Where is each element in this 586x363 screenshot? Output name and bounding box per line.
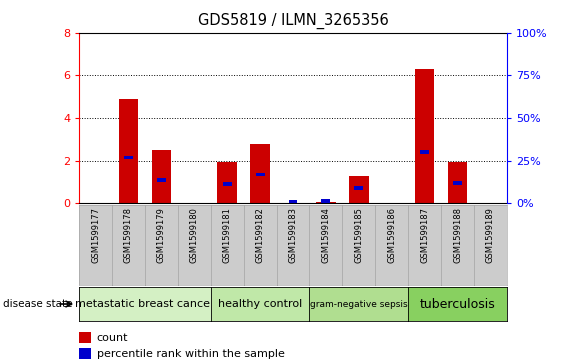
Text: GSM1599183: GSM1599183 (288, 208, 298, 264)
Bar (453, 181, 462, 185)
Text: metastatic breast cancer: metastatic breast cancer (75, 299, 214, 309)
Bar (157, 178, 166, 182)
Text: GSM1599182: GSM1599182 (255, 208, 265, 264)
Bar (79, 348, 91, 359)
Text: GSM1599180: GSM1599180 (190, 208, 199, 264)
Bar (152, 150, 171, 203)
Bar (217, 162, 237, 203)
Text: GSM1599186: GSM1599186 (387, 208, 396, 264)
Text: gram-negative sepsis: gram-negative sepsis (310, 299, 408, 309)
Bar (79, 332, 91, 343)
Text: GSM1599189: GSM1599189 (486, 208, 495, 264)
Text: GDS5819 / ILMN_3265356: GDS5819 / ILMN_3265356 (197, 13, 389, 29)
Text: count: count (97, 333, 128, 343)
Text: GSM1599181: GSM1599181 (223, 208, 231, 264)
Bar (316, 201, 336, 203)
Bar (420, 150, 429, 154)
Text: GSM1599187: GSM1599187 (420, 208, 429, 264)
Text: tuberculosis: tuberculosis (420, 298, 495, 310)
Text: percentile rank within the sample: percentile rank within the sample (97, 349, 285, 359)
Text: healthy control: healthy control (218, 299, 302, 309)
Bar (448, 162, 468, 203)
Text: GSM1599188: GSM1599188 (453, 208, 462, 264)
Bar (223, 182, 231, 186)
Text: GSM1599179: GSM1599179 (157, 208, 166, 264)
Bar (349, 176, 369, 203)
Text: GSM1599184: GSM1599184 (321, 208, 331, 264)
Text: GSM1599177: GSM1599177 (91, 208, 100, 264)
Text: disease state: disease state (3, 299, 73, 309)
Text: GSM1599178: GSM1599178 (124, 208, 133, 264)
Bar (255, 172, 264, 176)
Bar (250, 144, 270, 203)
Bar (415, 69, 434, 203)
Bar (124, 155, 133, 159)
Text: GSM1599185: GSM1599185 (355, 208, 363, 264)
Bar (118, 99, 138, 203)
Bar (355, 186, 363, 190)
Bar (322, 199, 331, 203)
Bar (288, 200, 298, 204)
